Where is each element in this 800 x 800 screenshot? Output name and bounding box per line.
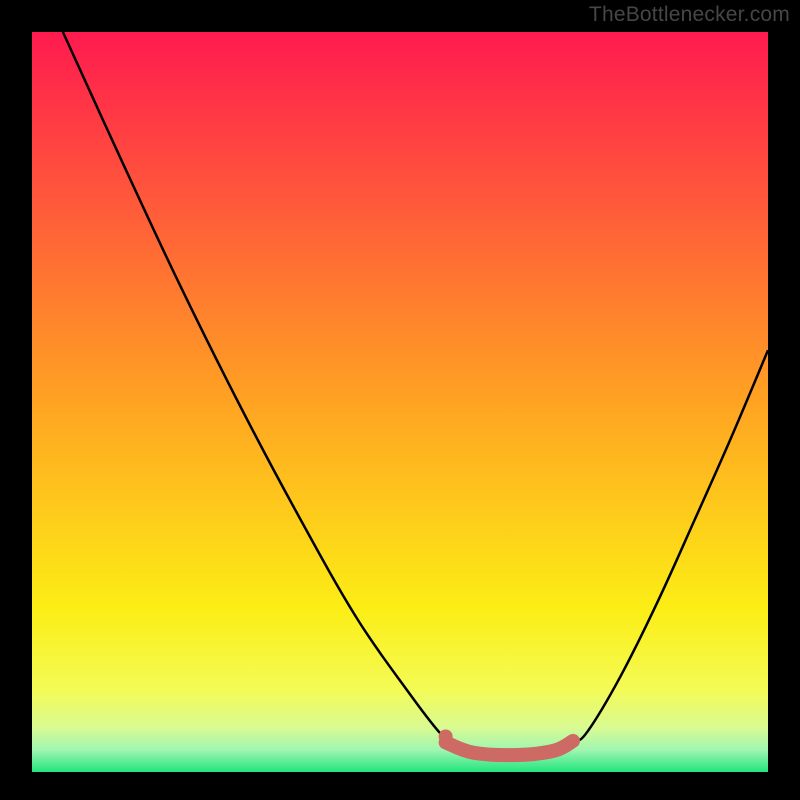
optimal-range-segment	[446, 741, 573, 755]
chart-svg	[32, 32, 768, 772]
watermark-text: TheBottlenecker.com	[589, 3, 790, 27]
bottleneck-curve	[63, 32, 768, 751]
optimal-range-start-dot	[439, 729, 453, 743]
plot-area	[32, 32, 768, 772]
